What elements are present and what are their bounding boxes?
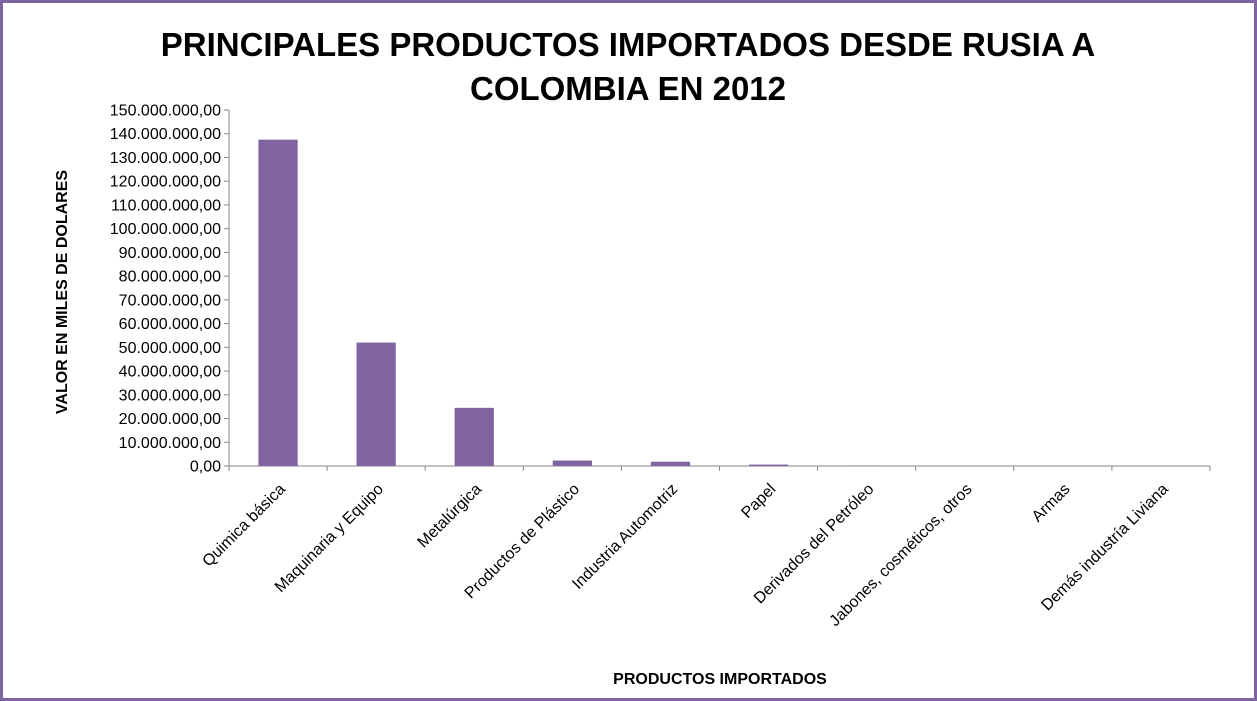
y-tick-label: 60.000.000,00 [119,316,221,333]
x-category-label: Metalúrgica [415,481,486,552]
y-tick-label: 140.000.000,00 [110,126,221,143]
y-tick-label: 100.000.000,00 [110,221,221,238]
y-tick-label: 30.000.000,00 [119,387,221,404]
y-tick-label: 40.000.000,00 [119,364,221,381]
y-tick-label: 10.000.000,00 [119,435,221,452]
x-category-label: Armas [1029,481,1074,526]
bar [356,342,396,466]
x-category-label: Quimica básica [200,481,289,570]
y-tick-label: 0,00 [190,459,221,476]
x-category-label: Industria Automotriz [569,481,681,593]
y-axis-title: VALOR EN MILES DE DOLARES [54,170,71,414]
x-category-label: Papel [738,481,779,522]
bar-chart: PRINCIPALES PRODUCTOS IMPORTADOS DESDE R… [54,26,1211,688]
y-tick-label: 70.000.000,00 [119,292,221,309]
y-tick-label: 50.000.000,00 [119,340,221,357]
x-category-label: Maquinaria y Equipo [272,481,387,596]
y-tick-label: 110.000.000,00 [111,197,221,214]
bar [748,464,789,466]
chart-title-line-2: COLOMBIA EN 2012 [470,70,786,107]
x-category-label: Productos de Plástico [462,481,584,603]
y-tick-label: 80.000.000,00 [119,269,221,286]
y-tick-label: 20.000.000,00 [119,411,221,428]
y-tick-label: 130.000.000,00 [110,150,221,167]
bar [552,460,592,466]
chart-title-line-1: PRINCIPALES PRODUCTOS IMPORTADOS DESDE R… [161,26,1095,63]
bar [454,407,494,466]
y-tick-label: 120.000.000,00 [110,174,221,191]
x-axis-title: PRODUCTOS IMPORTADOS [613,671,827,688]
bar [650,461,691,466]
y-tick-label: 150.000.000,00 [110,103,221,120]
y-axis: 0,00 10.000.000,00 20.000.000,00 30.000.000… [110,103,230,476]
y-tick-label: 90.000.000,00 [119,245,221,262]
bar [258,139,298,466]
bars [258,139,1181,466]
